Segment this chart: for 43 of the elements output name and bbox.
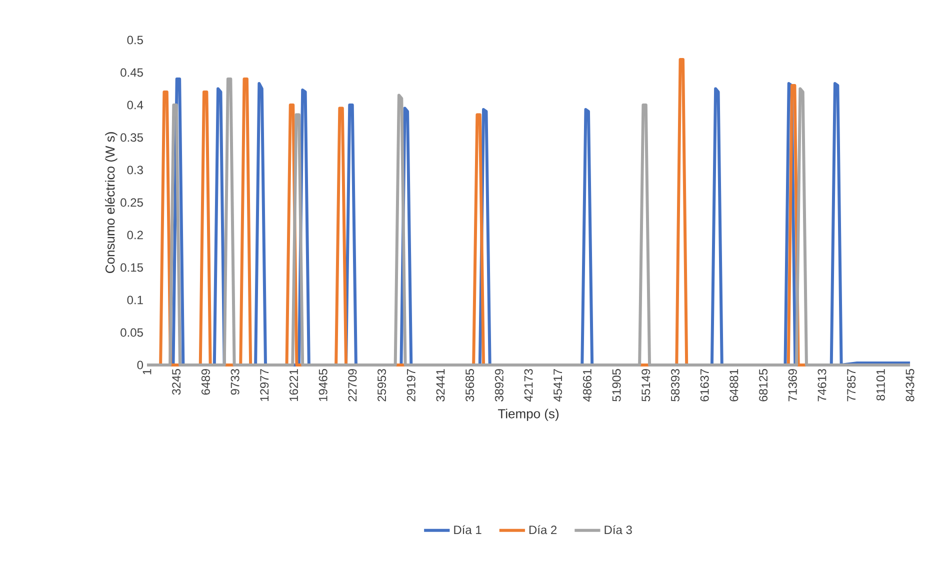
x-tick-label: 68125 — [759, 369, 768, 402]
x-tick-label: 22709 — [348, 369, 357, 402]
x-tick-label: 16221 — [289, 369, 298, 401]
x-tick-label: 45417 — [554, 369, 562, 402]
y-tick-label: 0.3 — [127, 166, 143, 174]
x-tick-label: 64881 — [730, 369, 738, 402]
y-tick-label: 0.05 — [120, 328, 143, 337]
x-tick-label: 58393 — [671, 369, 680, 402]
y-tick-label: 0.4 — [127, 100, 144, 110]
x-tick-label: 3245 — [172, 369, 181, 395]
y-tick-label: 0.15 — [120, 263, 143, 272]
x-tick-label: 35685 — [466, 369, 474, 402]
x-tick-label: 9733 — [230, 369, 240, 395]
x-tick-label: 55149 — [642, 369, 650, 402]
y-axis-title: Consumo eléctrico (W s) — [104, 132, 118, 273]
y-tick-label: 0.35 — [120, 133, 143, 142]
legend-label: Día 1 — [454, 525, 482, 534]
x-tick-label: 84345 — [906, 369, 914, 402]
legend-label: Día 3 — [604, 525, 632, 534]
y-tick-label: 0.25 — [120, 198, 143, 207]
x-tick-label: 74613 — [818, 369, 826, 402]
x-tick-label: 6489 — [201, 369, 210, 395]
x-tick-label: 38929 — [494, 369, 504, 402]
x-tick-label: 81101 — [876, 369, 885, 400]
x-tick-label: 51905 — [612, 369, 621, 402]
x-tick-label: 19465 — [318, 369, 328, 401]
x-tick-label: 25953 — [378, 369, 386, 402]
x-tick-label: 32441 — [436, 369, 445, 402]
y-tick-label: 0 — [137, 360, 144, 370]
legend-label: Día 2 — [529, 525, 557, 534]
x-tick-label: 77857 — [847, 369, 856, 402]
x-tick-label: 29197 — [406, 369, 416, 402]
x-tick-label: 48661 — [582, 369, 592, 402]
x-tick-label: 61637 — [700, 369, 709, 402]
x-axis-title: Tiempo (s) — [498, 408, 559, 421]
y-tick-label: 0.5 — [127, 36, 143, 44]
x-tick-label: 1 — [142, 369, 152, 374]
x-tick-label: 71369 — [788, 369, 797, 402]
x-tick-label: 12977 — [260, 369, 269, 401]
y-tick-label: 0.45 — [120, 68, 143, 77]
x-tick-label: 42173 — [524, 369, 533, 402]
y-tick-label: 0.1 — [127, 296, 143, 304]
y-tick-label: 0.2 — [127, 230, 143, 240]
